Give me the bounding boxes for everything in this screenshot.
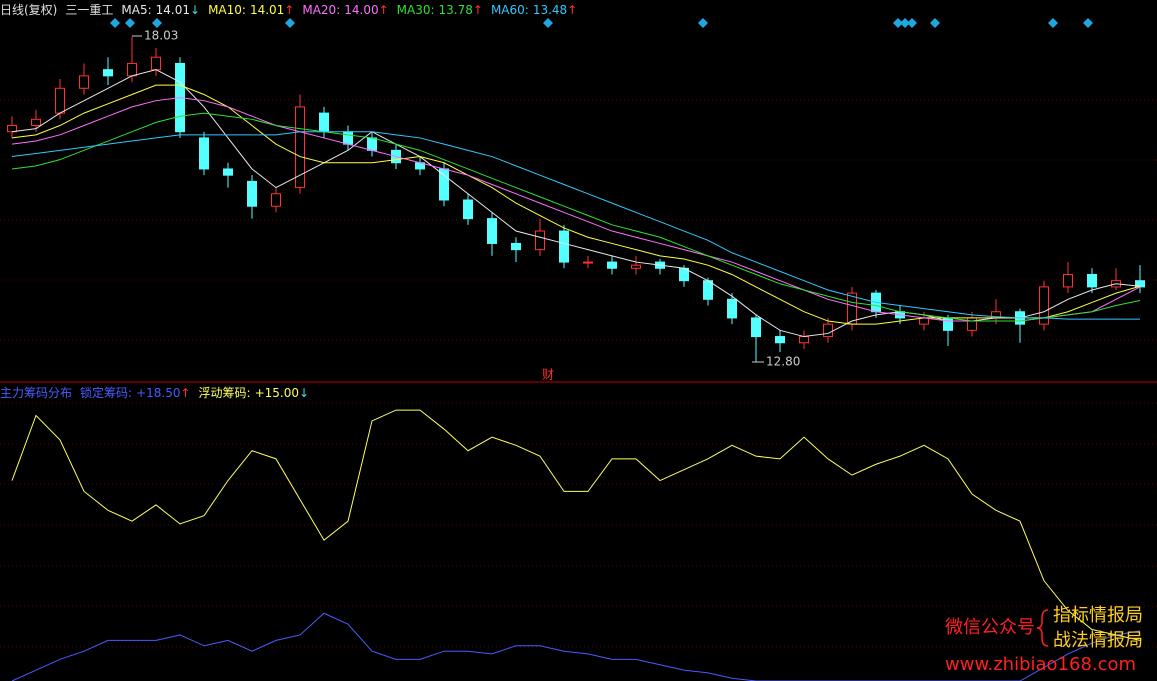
legend-value: +15.00 xyxy=(255,386,299,400)
signal-marker xyxy=(1048,18,1058,28)
legend-name: MA10: xyxy=(208,3,246,17)
candle-body xyxy=(319,112,329,133)
finance-marker: 财 xyxy=(542,368,554,382)
legend-value: +18.50 xyxy=(136,386,180,400)
candle-body xyxy=(343,131,353,145)
candle-body xyxy=(823,323,833,338)
signal-marker xyxy=(893,18,903,28)
legend-name: 锁定筹码: xyxy=(80,385,132,400)
signal-marker xyxy=(1083,18,1093,28)
candle-body xyxy=(247,180,257,207)
panel-title: 主力筹码分布 xyxy=(0,386,72,400)
series-line xyxy=(11,131,1140,320)
series-line xyxy=(11,97,1141,322)
watermark-name: 指标情报局 xyxy=(1053,605,1143,626)
watermark-name: 战法情报局 xyxy=(1053,630,1143,651)
series-line xyxy=(11,84,1141,325)
legend-trend: ↑ xyxy=(473,3,483,17)
panel-title: 日线(复权) xyxy=(0,3,57,17)
legend-value: 14.01 xyxy=(250,3,284,17)
candle-body xyxy=(103,69,113,77)
candle-body xyxy=(751,317,761,338)
legend-name: MA30: xyxy=(397,3,435,17)
candle-body xyxy=(223,168,233,176)
candle-body xyxy=(1063,273,1073,288)
candle-body xyxy=(535,230,545,251)
candle-body xyxy=(727,298,737,319)
candle-body xyxy=(463,199,473,220)
chip-panel xyxy=(11,409,1141,681)
candle-body xyxy=(775,336,785,344)
signal-marker xyxy=(930,18,940,28)
legend-trend: ↓ xyxy=(190,3,200,17)
candle-body xyxy=(1135,280,1145,288)
legend-trend: ↑ xyxy=(284,3,294,17)
stock-name: 三一重工 xyxy=(65,3,113,17)
legend-trend: ↑ xyxy=(180,386,190,400)
legend-value: 14.01 xyxy=(156,3,190,17)
candle-body xyxy=(31,118,41,127)
legend-value: 13.48 xyxy=(533,3,567,17)
legend-name: MA20: xyxy=(302,3,340,17)
candle-body xyxy=(151,56,161,71)
signal-markers xyxy=(110,18,1093,28)
candle-body xyxy=(271,193,281,207)
candle-body xyxy=(847,292,857,325)
signal-marker xyxy=(285,18,295,28)
signal-marker xyxy=(900,18,910,28)
candle-body xyxy=(1087,273,1097,288)
watermark: 微信公众号 指标情报局 战法情报局 www.zhibiao168.com xyxy=(945,605,1143,675)
signal-marker xyxy=(698,18,708,28)
watermark-brace xyxy=(1036,609,1049,647)
candle-body xyxy=(487,218,497,244)
candle-body xyxy=(703,280,713,300)
signal-marker xyxy=(110,18,120,28)
series-line xyxy=(11,612,1141,681)
legend-value: 13.78 xyxy=(439,3,473,17)
grid xyxy=(0,99,1157,648)
candle-body xyxy=(607,261,617,269)
series-line xyxy=(11,112,1141,322)
candle-body xyxy=(295,106,305,189)
legend-trend: ↑ xyxy=(379,3,389,17)
candle-body xyxy=(511,242,521,251)
legend-trend: ↑ xyxy=(567,3,577,17)
chip-header: 主力筹码分布 锁定筹码: +18.50↑ 浮动筹码: +15.00↓ xyxy=(0,385,309,400)
annotations: 18.03 12.80 财 xyxy=(132,29,800,382)
candle-body xyxy=(631,264,641,269)
candle-body xyxy=(199,137,209,170)
candle-body xyxy=(79,75,89,89)
high-annotation: 18.03 xyxy=(144,29,178,43)
candle-body xyxy=(367,137,377,151)
watermark-url: www.zhibiao168.com xyxy=(945,654,1136,675)
legend-trend: ↓ xyxy=(299,386,309,400)
legend-name: 浮动筹码: xyxy=(199,386,251,400)
price-header: 日线(复权) 三一重工 MA5: 14.01↓ MA10: 14.01↑ MA20: 14.0… xyxy=(0,3,577,17)
candle-body xyxy=(1039,286,1049,325)
signal-marker xyxy=(152,18,162,28)
candle-body xyxy=(919,317,929,325)
legend-name: MA60: xyxy=(491,3,529,17)
watermark-account: 微信公众号 xyxy=(945,617,1035,638)
candle-body xyxy=(967,317,977,331)
candle-body xyxy=(559,230,569,263)
candle-body xyxy=(127,62,137,77)
candle-body xyxy=(55,87,65,114)
candle-body xyxy=(583,261,593,264)
price-panel xyxy=(7,36,1145,362)
candle-body xyxy=(439,168,449,201)
candle-body xyxy=(7,125,17,133)
low-annotation: 12.80 xyxy=(766,355,800,369)
candle-body xyxy=(799,336,809,344)
legend-name: MA5: xyxy=(121,3,151,17)
signal-marker xyxy=(125,18,135,28)
series-line xyxy=(11,409,1141,641)
signal-marker xyxy=(907,18,917,28)
signal-marker xyxy=(543,18,553,28)
legend-value: 14.00 xyxy=(344,3,378,17)
